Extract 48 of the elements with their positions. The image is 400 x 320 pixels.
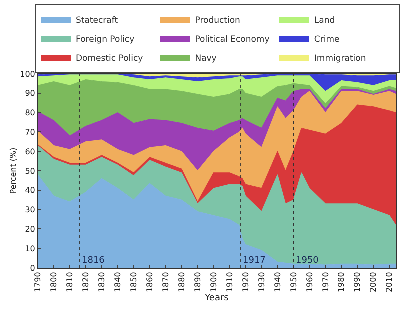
- x-tick-label: 1790: [34, 272, 43, 293]
- legend-label: Immigration: [314, 54, 366, 64]
- x-tick-label: 1940: [273, 272, 282, 293]
- y-tick-label: 100: [20, 70, 36, 79]
- x-tick-label: 1980: [337, 272, 346, 293]
- x-tick-label: 1830: [98, 272, 107, 293]
- legend-label: Land: [314, 16, 336, 26]
- x-tick-label: 1950: [289, 272, 298, 293]
- legend-label: Foreign Policy: [76, 34, 135, 45]
- x-tick-label: 1970: [321, 272, 330, 293]
- x-axis-title: Years: [204, 293, 230, 304]
- legend-label: Navy: [195, 54, 217, 64]
- x-tick-label: 1900: [209, 272, 218, 293]
- x-tick-label: 1850: [129, 272, 138, 293]
- y-tick-label: 80: [25, 108, 36, 118]
- x-tick-label: 1920: [241, 272, 250, 293]
- y-tick-label: 50: [25, 166, 36, 176]
- y-tick-label: 30: [25, 206, 36, 215]
- x-tick-label: 1860: [145, 272, 154, 293]
- x-tick-label: 1990: [353, 272, 362, 293]
- x-tick-label: 1910: [225, 272, 234, 293]
- x-tick-label: 1960: [305, 272, 314, 293]
- y-axis-title: Percent (%): [8, 148, 18, 194]
- x-tick-label: 1810: [66, 272, 75, 293]
- x-tick-label: 2010: [385, 272, 394, 293]
- x-tick-label: 1820: [82, 272, 91, 293]
- y-tick-label: 60: [25, 147, 36, 156]
- x-tick-label: 1800: [50, 272, 59, 293]
- legend-label: Domestic Policy: [76, 54, 144, 64]
- y-tick-label: 70: [25, 128, 36, 137]
- x-tick-label: 1930: [257, 272, 266, 293]
- x-tick-label: 1840: [114, 272, 123, 293]
- legend-label: Production: [195, 16, 240, 26]
- legend-label: Statecraft: [76, 16, 119, 26]
- x-tick-label: 1870: [161, 272, 170, 293]
- y-tick-label: 20: [25, 225, 36, 234]
- x-tick-label: 1890: [193, 272, 202, 293]
- legend-label: Political Economy: [195, 34, 270, 45]
- y-tick-label: 90: [25, 89, 36, 98]
- ref-line-label: 1917: [243, 256, 266, 266]
- y-tick-label: 10: [25, 244, 36, 254]
- y-tick-label: 0: [30, 264, 36, 273]
- y-tick-label: 40: [25, 186, 36, 196]
- ref-line-label: 1816: [82, 256, 106, 266]
- ref-line-label: 1950: [296, 256, 320, 266]
- x-tick-label: 2000: [369, 272, 378, 293]
- x-tick-label: 1880: [177, 272, 186, 293]
- legend-label: Crime: [314, 34, 340, 45]
